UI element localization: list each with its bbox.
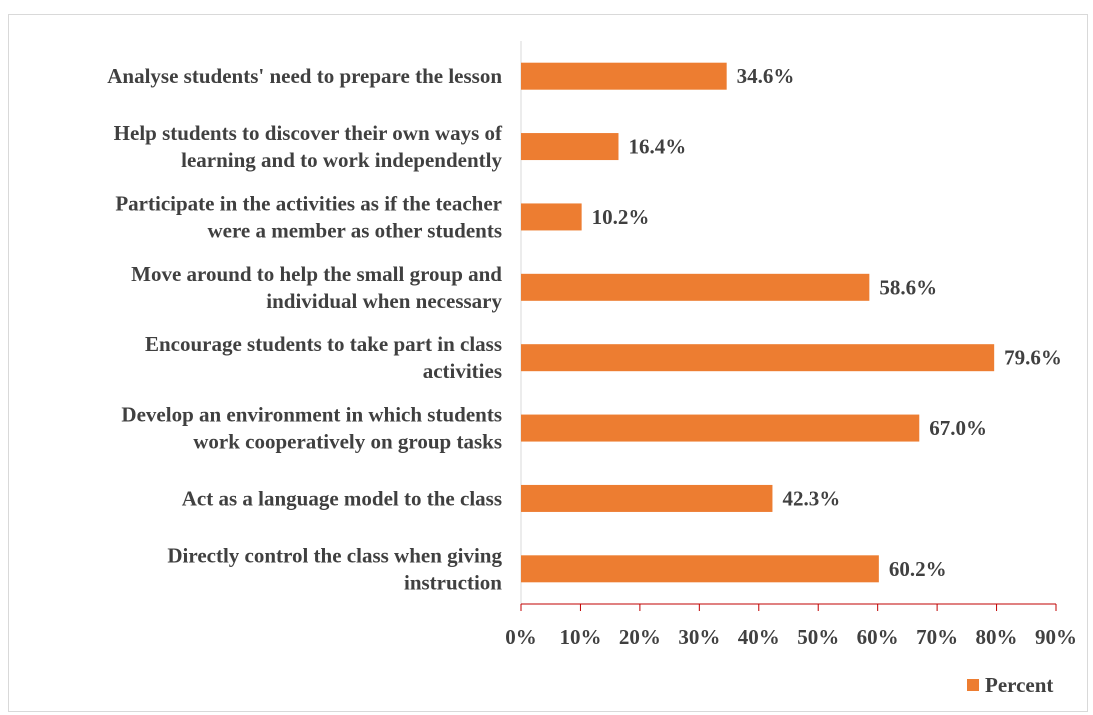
data-label: 34.6% [737,64,795,88]
x-tick-label: 10% [559,625,601,649]
category-label: Directly control the class when giving [167,543,502,567]
bar [521,344,995,372]
data-label: 67.0% [929,416,987,440]
category-label: individual when necessary [266,289,502,313]
category-label: Participate in the activities as if the … [115,191,502,215]
bar [521,414,920,442]
bar [521,273,870,301]
category-label: activities [423,359,502,383]
data-label: 60.2% [889,557,947,581]
category-label: Develop an environment in which students [121,403,502,427]
x-tick-label: 0% [505,625,537,649]
category-label: Act as a language model to the class [182,486,502,510]
chart-frame: 34.6% Analyse students' need to prepare t… [8,14,1088,712]
legend-label: Percent [985,673,1053,697]
data-label: 58.6% [879,275,937,299]
category-label: Help students to discover their own ways… [114,121,503,145]
bar [521,62,727,90]
category-label: Analyse students' need to prepare the le… [107,64,502,88]
data-label: 42.3% [782,486,840,510]
x-tick-label: 30% [678,625,720,649]
bar [521,133,619,161]
category-label: instruction [404,570,502,594]
x-tick-label: 90% [1035,625,1077,649]
bar [521,484,773,512]
category-label: Move around to help the small group and [131,262,502,286]
category-label: learning and to work independently [181,148,502,172]
bar-chart: 34.6% Analyse students' need to prepare t… [107,41,1077,697]
legend-swatch [967,679,979,691]
bar [521,555,879,583]
bar [521,203,582,231]
category-label: were a member as other students [207,218,502,242]
x-tick-label: 80% [976,625,1018,649]
x-tick-label: 70% [916,625,958,649]
data-label: 79.6% [1004,346,1062,370]
x-tick-label: 50% [797,625,839,649]
category-label: Encourage students to take part in class [145,332,502,356]
x-tick-label: 60% [857,625,899,649]
data-label: 10.2% [592,205,650,229]
x-tick-label: 40% [738,625,780,649]
data-label: 16.4% [628,135,686,159]
x-tick-label: 20% [619,625,661,649]
category-label: work cooperatively on group tasks [193,430,502,454]
